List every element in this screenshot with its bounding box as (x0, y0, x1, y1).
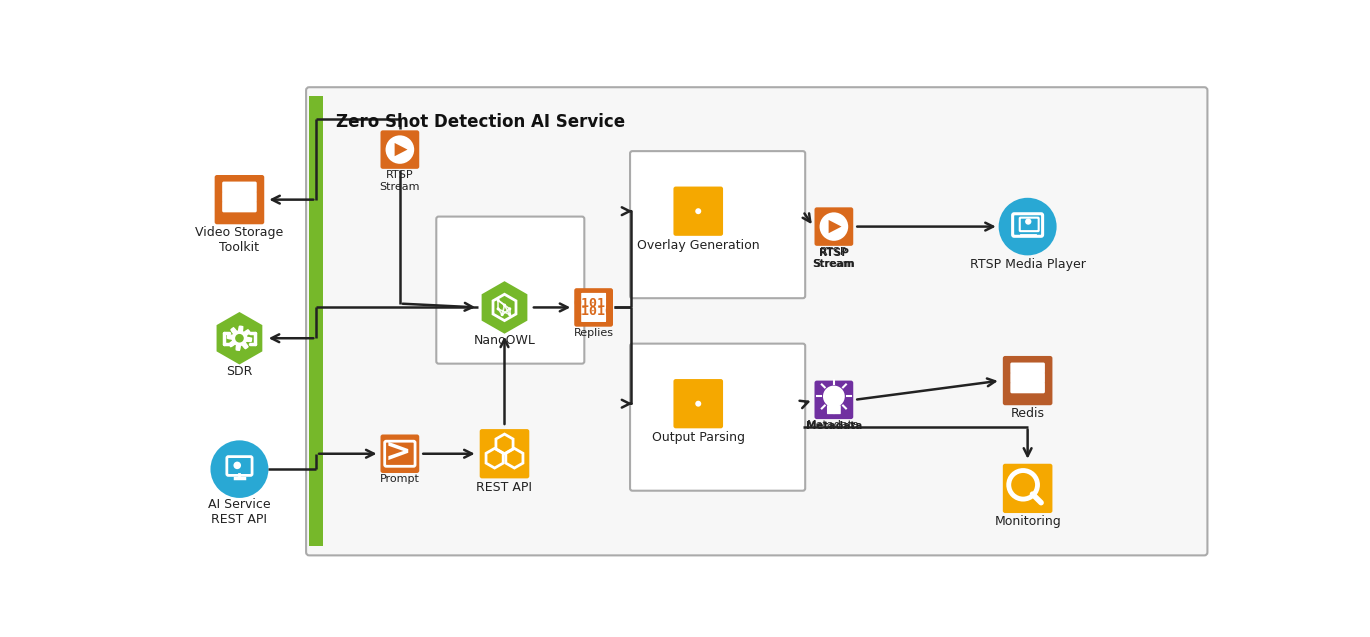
FancyBboxPatch shape (222, 191, 256, 203)
Text: Replies: Replies (574, 328, 614, 338)
FancyBboxPatch shape (1010, 382, 1045, 393)
Circle shape (695, 208, 701, 214)
Text: Metadata: Metadata (806, 421, 862, 431)
Circle shape (211, 440, 269, 498)
Polygon shape (689, 395, 707, 412)
Circle shape (385, 135, 414, 164)
FancyBboxPatch shape (1010, 362, 1045, 374)
Text: Video Storage
Toolkit: Video Storage Toolkit (196, 226, 284, 254)
Text: Zero Shot Detection AI Service: Zero Shot Detection AI Service (336, 113, 626, 131)
Circle shape (1025, 218, 1032, 225)
Circle shape (500, 313, 504, 316)
Text: Output Parsing: Output Parsing (652, 431, 745, 445)
FancyBboxPatch shape (674, 187, 723, 236)
Circle shape (695, 401, 701, 406)
FancyBboxPatch shape (630, 343, 806, 490)
FancyBboxPatch shape (1003, 464, 1052, 513)
FancyBboxPatch shape (215, 175, 264, 224)
FancyBboxPatch shape (222, 182, 256, 193)
Text: Redis: Redis (1011, 408, 1044, 420)
Circle shape (496, 307, 500, 310)
FancyBboxPatch shape (436, 217, 585, 364)
Text: SDR: SDR (226, 365, 252, 378)
Circle shape (503, 304, 506, 307)
FancyBboxPatch shape (479, 429, 529, 478)
Text: >: > (385, 437, 411, 468)
Polygon shape (395, 143, 407, 156)
Text: REST API: REST API (477, 480, 533, 494)
Text: Metadata: Metadata (807, 420, 860, 430)
Circle shape (236, 334, 244, 343)
FancyBboxPatch shape (674, 379, 723, 428)
FancyBboxPatch shape (381, 131, 419, 169)
Text: RTSP
Stream: RTSP Stream (812, 248, 855, 269)
Circle shape (819, 212, 848, 241)
Circle shape (508, 313, 511, 316)
Text: Monitoring: Monitoring (995, 515, 1060, 528)
Circle shape (823, 385, 845, 407)
Circle shape (999, 198, 1056, 255)
Polygon shape (829, 220, 841, 233)
FancyBboxPatch shape (815, 207, 854, 246)
Circle shape (508, 307, 511, 310)
Text: RTSP
Stream: RTSP Stream (379, 170, 421, 192)
Circle shape (233, 462, 241, 469)
Text: 11010: 11010 (574, 305, 614, 318)
Polygon shape (482, 281, 527, 334)
Polygon shape (310, 96, 323, 546)
Polygon shape (689, 203, 707, 220)
Circle shape (496, 299, 500, 302)
Text: RTSP Media Player: RTSP Media Player (970, 258, 1085, 271)
FancyBboxPatch shape (827, 405, 841, 414)
Text: 01011: 01011 (574, 297, 614, 310)
FancyBboxPatch shape (630, 151, 806, 298)
Polygon shape (216, 312, 262, 364)
FancyBboxPatch shape (580, 292, 607, 324)
Text: NanoOWL: NanoOWL (474, 334, 536, 347)
FancyBboxPatch shape (381, 434, 419, 473)
FancyBboxPatch shape (574, 288, 612, 327)
FancyBboxPatch shape (222, 201, 256, 212)
Polygon shape (227, 326, 252, 350)
FancyBboxPatch shape (1010, 373, 1045, 383)
FancyBboxPatch shape (815, 380, 854, 419)
Text: RTSP
Stream: RTSP Stream (814, 247, 854, 269)
FancyBboxPatch shape (1003, 356, 1052, 405)
Text: AI Service
REST API: AI Service REST API (208, 499, 271, 526)
FancyBboxPatch shape (306, 87, 1207, 555)
Text: Overlay Generation: Overlay Generation (637, 239, 759, 252)
Text: Prompt: Prompt (379, 474, 419, 484)
